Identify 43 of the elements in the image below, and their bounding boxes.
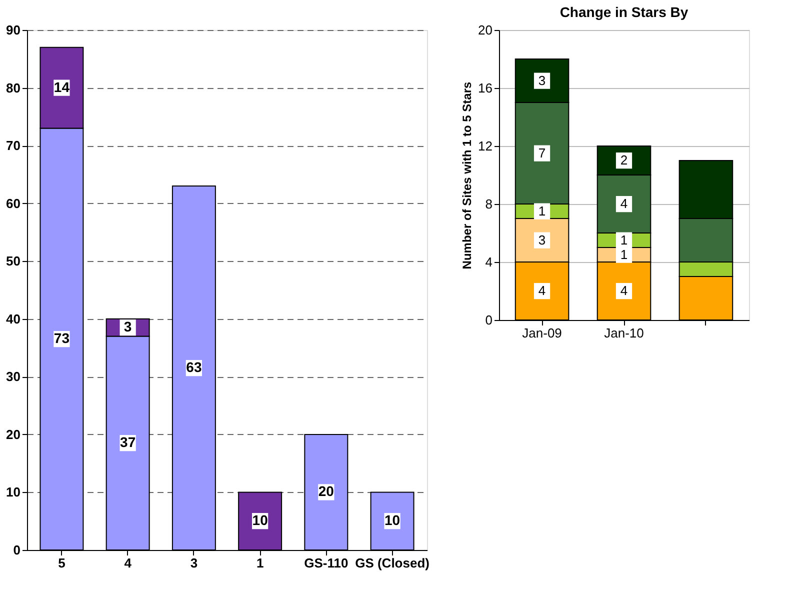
data-label: 14 — [54, 78, 70, 95]
y-tick-label: 80 — [6, 80, 20, 96]
data-label: 4 — [538, 283, 546, 298]
y-tick-label: 0 — [13, 542, 20, 558]
data-label: 63 — [186, 359, 202, 375]
y-tick-label: 4 — [485, 254, 492, 270]
x-tick-label: Jan-09 — [522, 326, 562, 340]
y-tick-label: 16 — [478, 80, 492, 96]
x-tick-label: GS (Closed) — [355, 556, 430, 570]
data-label: 10 — [252, 512, 268, 528]
data-label: 1 — [620, 232, 628, 248]
y-tick-label: 0 — [485, 312, 492, 328]
y-tick-label: 30 — [6, 369, 20, 384]
data-label: 3 — [538, 72, 546, 88]
y-tick-label: 40 — [6, 311, 20, 326]
y-tick-label: 10 — [6, 484, 20, 500]
y-tick-label: 50 — [6, 254, 20, 269]
y-tick-label: 8 — [485, 196, 492, 212]
y-tick-label: 60 — [6, 196, 20, 211]
data-label: 1 — [620, 246, 628, 262]
y-axis-title: Number of Sites with 1 to 5 Stars — [460, 81, 474, 270]
y-tick-label: 12 — [478, 138, 492, 154]
chart-title: Change in Stars By — [560, 4, 688, 20]
x-tick-label: 5 — [58, 556, 66, 570]
data-label: 2 — [620, 152, 628, 168]
data-label: 37 — [120, 434, 136, 450]
data-label: 4 — [620, 283, 628, 298]
data-label: 4 — [620, 196, 628, 211]
data-label: 1 — [538, 203, 546, 218]
data-label: 20 — [318, 483, 334, 500]
x-tick-label: 4 — [124, 556, 132, 570]
y-tick-label: 20 — [478, 22, 492, 38]
x-tick-label: GS-110 — [304, 556, 348, 570]
x-tick-label: Jan-10 — [604, 326, 644, 340]
data-label: 3 — [538, 232, 546, 248]
data-label: 10 — [384, 512, 400, 528]
y-tick-label: 20 — [6, 426, 20, 442]
data-label: 73 — [54, 330, 70, 346]
y-tick-label: 90 — [6, 22, 20, 38]
x-tick-label: 3 — [190, 556, 198, 570]
x-tick-label: 1 — [256, 556, 264, 570]
y-tick-label: 70 — [6, 138, 20, 154]
data-label: 7 — [538, 145, 546, 160]
